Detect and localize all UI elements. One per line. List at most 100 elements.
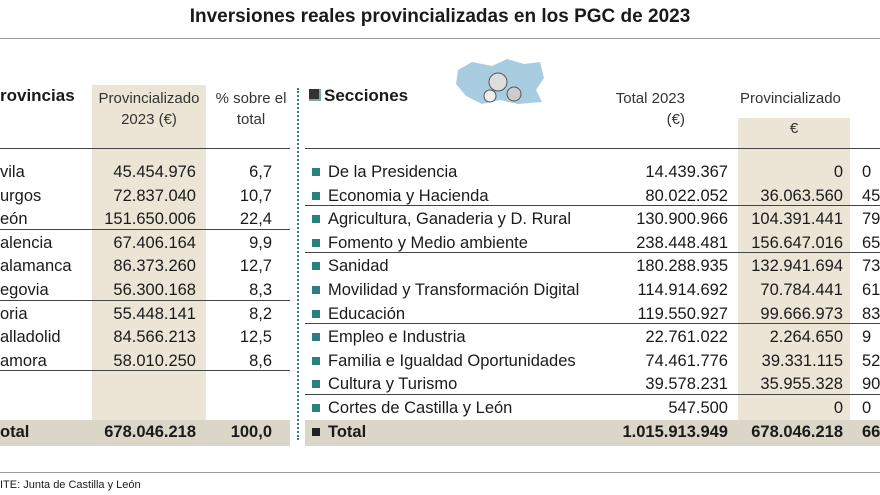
cell: 90 xyxy=(862,375,880,394)
cell: 66 xyxy=(862,423,880,441)
total-band xyxy=(0,420,290,446)
row-rule xyxy=(0,299,290,301)
cell: 73 xyxy=(862,257,880,276)
cell: amora xyxy=(0,351,47,370)
cell: Agricultura, Ganaderia y D. Rural xyxy=(328,210,572,229)
cell: 130.900.966 xyxy=(636,210,728,229)
highlight-column xyxy=(738,118,850,420)
cell: alamanca xyxy=(0,257,72,276)
bullet xyxy=(312,262,320,271)
row-rule xyxy=(305,323,880,325)
cell: 8,6 xyxy=(249,351,272,370)
bullet xyxy=(312,356,320,365)
cell: urgos xyxy=(0,186,42,205)
bullet xyxy=(312,191,320,200)
cell: 65 xyxy=(862,233,880,252)
cell: Total xyxy=(328,423,367,441)
header: Provincializado 2023 (€) xyxy=(98,90,200,128)
cell: 56.300.168 xyxy=(113,281,196,299)
cell: 61 xyxy=(862,281,880,299)
bullet xyxy=(312,168,320,176)
rule xyxy=(0,472,880,473)
cell: Economia y Hacienda xyxy=(328,186,489,205)
cell: 8,2 xyxy=(249,304,272,323)
bullet xyxy=(312,238,320,247)
cell: 104.391.441 xyxy=(751,210,843,229)
header: % sobre el total xyxy=(215,90,287,128)
cell: 39.578.231 xyxy=(645,375,728,394)
cell: 55.448.141 xyxy=(113,304,196,323)
bullet xyxy=(312,380,320,389)
cell: 72.837.040 xyxy=(113,186,196,205)
cell: 35.955.328 xyxy=(760,375,843,394)
cell: 10,7 xyxy=(239,186,272,205)
cell: 83 xyxy=(862,304,880,323)
cell: 151.650.006 xyxy=(104,210,196,229)
cell: 9 xyxy=(862,328,872,347)
row-rule xyxy=(305,205,880,207)
highlight-column xyxy=(92,85,206,420)
cell: 238.448.481 xyxy=(636,233,728,252)
cell: 39.331.115 xyxy=(761,351,843,370)
cell: 58.010.250 xyxy=(113,351,196,370)
row-rule xyxy=(0,370,290,372)
header: rovincias xyxy=(0,86,75,105)
cell: 2.264.650 xyxy=(769,328,843,347)
cell: Empleo e Industria xyxy=(328,328,466,347)
bullet xyxy=(312,333,320,342)
cell: 0 xyxy=(862,163,872,181)
cell: Cultura y Turismo xyxy=(328,375,458,394)
bullet xyxy=(312,404,320,412)
cell: De la Presidencia xyxy=(328,163,458,181)
bullet xyxy=(312,215,320,224)
cell: 114.914.692 xyxy=(637,281,728,299)
cell: 99.666.973 xyxy=(760,304,843,323)
cell: 70.784.441 xyxy=(760,281,843,299)
cell: alladolid xyxy=(0,328,61,347)
total-band xyxy=(305,420,880,446)
header: Secciones xyxy=(324,86,409,105)
cell: 6,7 xyxy=(249,163,272,181)
cell: 84.566.213 xyxy=(113,328,196,347)
header: € xyxy=(789,120,799,137)
cell: oria xyxy=(0,304,28,323)
cell: 45.454.976 xyxy=(113,163,196,181)
row-rule xyxy=(305,394,880,395)
cell: 678.046.218 xyxy=(751,423,843,441)
cell: alencia xyxy=(0,233,53,252)
cell: Educación xyxy=(328,304,406,323)
cell: 119.550.927 xyxy=(637,304,728,323)
cell: 132.941.694 xyxy=(751,257,843,276)
cell: 74.461.776 xyxy=(645,351,728,370)
header: Provincializado xyxy=(740,90,841,107)
cell: 67.406.164 xyxy=(113,233,196,252)
cell: 36.063.560 xyxy=(760,186,843,205)
cell: 8,3 xyxy=(249,281,272,299)
header: Total 2023 (€) xyxy=(615,90,685,128)
bullet xyxy=(312,428,320,436)
cell: eón xyxy=(0,210,28,229)
cell: 100,0 xyxy=(230,423,272,441)
title: Inversiones reales provincializadas en l… xyxy=(189,6,691,27)
cell: 80.022.052 xyxy=(645,186,728,205)
cell: 22,4 xyxy=(239,210,272,229)
divider xyxy=(297,88,299,440)
rule xyxy=(0,38,880,39)
cell: vila xyxy=(0,163,25,181)
cell: 0 xyxy=(862,399,872,417)
cell: 86.373.260 xyxy=(113,257,196,276)
map-icon xyxy=(456,59,544,104)
cell: 79 xyxy=(862,210,880,229)
cell: 9,9 xyxy=(249,233,272,252)
row-rule xyxy=(305,148,880,149)
cell: egovia xyxy=(0,281,49,299)
row-rule xyxy=(0,228,290,230)
cell: 1.015.913.949 xyxy=(622,423,728,441)
cell: 22.761.022 xyxy=(645,328,728,347)
icon xyxy=(309,89,321,101)
cell: 156.647.016 xyxy=(751,233,843,252)
source: ITE: Junta de Castilla y León xyxy=(0,479,141,491)
cell: 14.439.367 xyxy=(645,163,728,181)
cell: 180.288.935 xyxy=(636,257,728,276)
